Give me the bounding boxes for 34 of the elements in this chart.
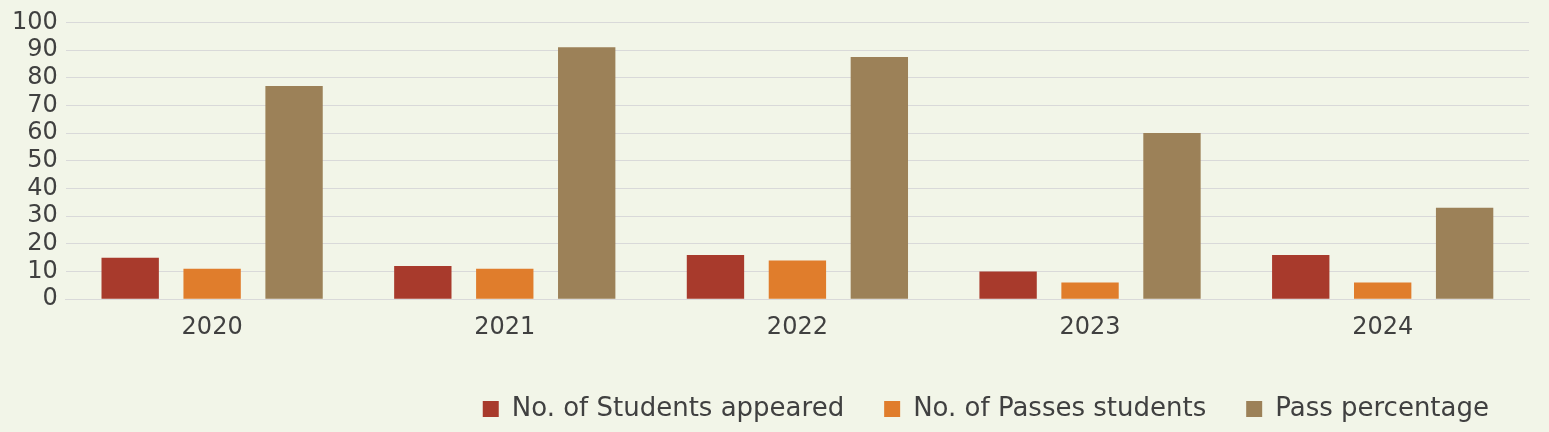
bar [1061, 282, 1119, 299]
bar [979, 271, 1037, 299]
legend-label: Pass percentage [1275, 391, 1490, 422]
y-tick-label: 20 [27, 228, 58, 257]
bar [1143, 133, 1201, 299]
legend-label: No. of Students appeared [511, 391, 845, 422]
y-tick-label: 30 [27, 200, 58, 229]
bar [101, 257, 159, 299]
x-tick-label: 2020 [181, 311, 243, 340]
y-tick-label: 100 [12, 6, 58, 35]
y-tick-label: 80 [27, 61, 58, 90]
bar [476, 268, 534, 299]
legend-label: No. of Passes students [913, 391, 1207, 422]
bar [1435, 207, 1494, 299]
bar [265, 86, 323, 299]
x-tick-label: 2022 [766, 311, 828, 340]
x-tick-label: 2024 [1352, 311, 1414, 340]
bar [686, 254, 745, 299]
y-tick-label: 60 [27, 117, 58, 146]
bar [1354, 282, 1412, 299]
x-tick-label: 2023 [1059, 311, 1121, 340]
bar [183, 268, 241, 299]
x-tick-label: 2021 [474, 311, 536, 340]
bar [394, 265, 452, 299]
y-tick-label: 90 [27, 34, 58, 63]
bar [768, 260, 827, 299]
y-tick-label: 0 [42, 283, 58, 312]
bar [558, 47, 616, 299]
bar [1272, 254, 1330, 299]
y-tick-label: 40 [27, 172, 58, 201]
y-tick-label: 10 [27, 255, 58, 284]
y-tick-label: 70 [27, 89, 58, 118]
bar [850, 57, 909, 299]
y-tick-label: 50 [27, 145, 58, 174]
